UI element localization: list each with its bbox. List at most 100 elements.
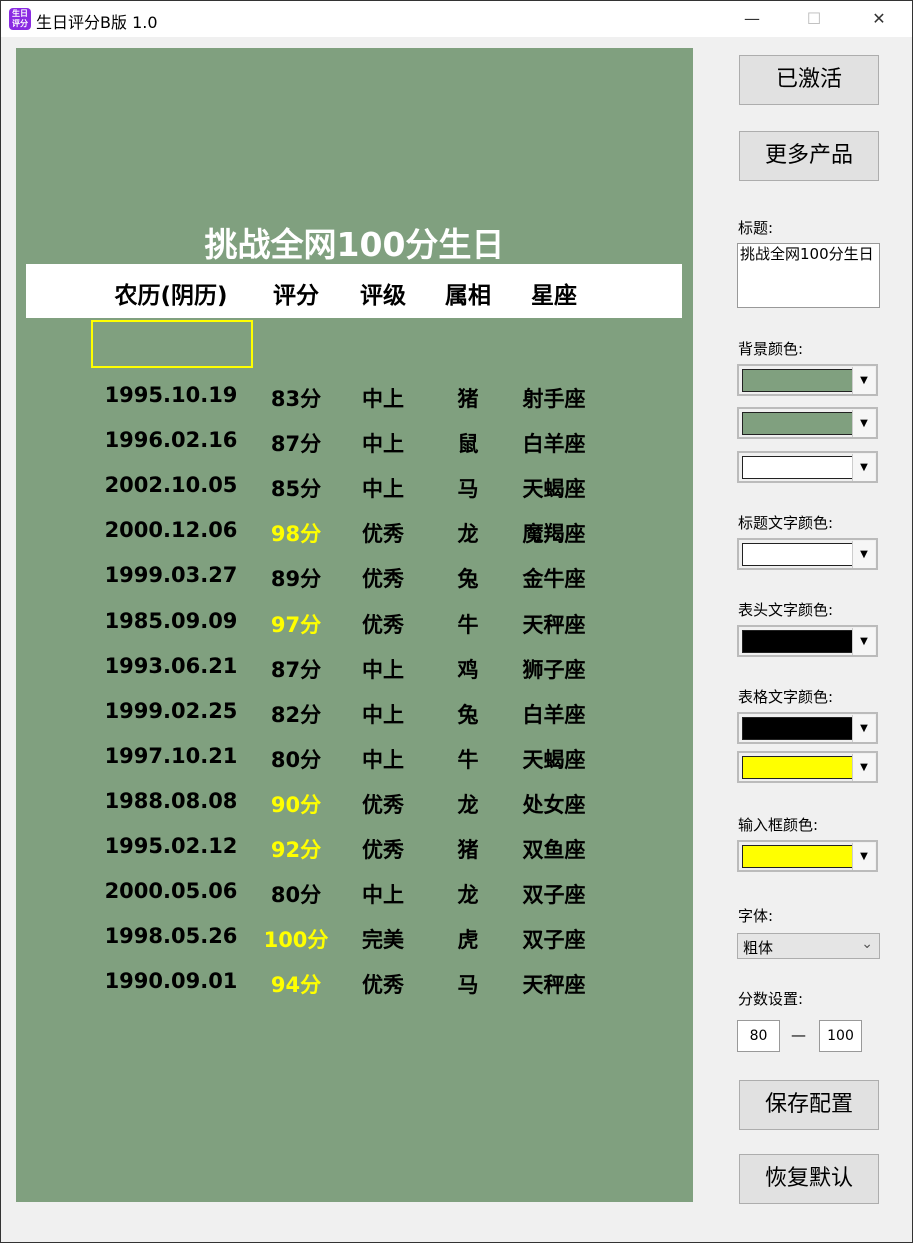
table-cell: 兔 bbox=[457, 702, 479, 727]
font-value: 粗体 bbox=[743, 939, 774, 957]
table-cell: 兔 bbox=[457, 567, 479, 592]
score-min-input[interactable]: 80 bbox=[737, 1020, 780, 1052]
activated-button[interactable]: 已激活 bbox=[739, 55, 879, 105]
dropdown-arrow-icon[interactable]: ▼ bbox=[852, 715, 875, 742]
table-cell: 优秀 bbox=[362, 612, 404, 637]
table-cell: 1990.09.01 bbox=[104, 969, 238, 994]
restore-default-button[interactable]: 恢复默认 bbox=[739, 1154, 879, 1204]
table-row: 1995.10.19 83分 中上 猪 射手座 bbox=[16, 383, 693, 423]
preview-title: 挑战全网100分生日 bbox=[204, 225, 505, 264]
table-cell: 射手座 bbox=[522, 387, 586, 411]
header-cell: 评分 bbox=[273, 283, 319, 309]
title-color-label: 标题文字颜色: bbox=[738, 514, 834, 532]
table-cell: 处女座 bbox=[522, 792, 586, 817]
table-cell: 1995.02.12 bbox=[104, 834, 238, 858]
table-cell: 2002.10.05 bbox=[104, 473, 238, 498]
table-row: 1998.05.26 100分 完美 虎 双子座 bbox=[16, 924, 693, 964]
table-cell: 优秀 bbox=[362, 522, 404, 547]
table-cell: 鼠 bbox=[457, 432, 479, 457]
table-cell: 1993.06.21 bbox=[104, 653, 238, 678]
input-color-picker[interactable]: ▼ bbox=[737, 840, 878, 872]
table-cell: 天蝎座 bbox=[522, 747, 586, 772]
color-swatch bbox=[742, 543, 853, 566]
table-cell: 优秀 bbox=[362, 792, 404, 817]
title-bar: 生日 评分 生日评分B版 1.0 — ☐ ✕ bbox=[1, 1, 912, 37]
table-cell: 猪 bbox=[457, 838, 479, 862]
table-cell: 97分 bbox=[270, 612, 322, 637]
table-cell: 龙 bbox=[457, 522, 479, 547]
table-cell: 鸡 bbox=[457, 657, 479, 682]
table-cell: 1996.02.16 bbox=[104, 428, 238, 453]
table-cell: 白羊座 bbox=[522, 432, 586, 457]
close-button[interactable]: ✕ bbox=[872, 9, 886, 28]
cell-color-picker-1[interactable]: ▼ bbox=[737, 712, 878, 744]
table-cell: 87分 bbox=[270, 657, 322, 682]
bg-color-picker-3[interactable]: ▼ bbox=[737, 451, 878, 483]
dropdown-arrow-icon[interactable]: ▼ bbox=[852, 541, 875, 568]
table-cell: 中上 bbox=[362, 702, 404, 727]
table-cell: 中上 bbox=[362, 883, 404, 908]
table-cell: 虎 bbox=[457, 928, 479, 953]
maximize-button[interactable]: ☐ bbox=[806, 9, 822, 28]
score-max-input[interactable]: 100 bbox=[819, 1020, 862, 1052]
birthday-input-box[interactable] bbox=[91, 320, 253, 368]
header-color-picker[interactable]: ▼ bbox=[737, 625, 878, 657]
dropdown-arrow-icon[interactable]: ▼ bbox=[852, 754, 875, 781]
dropdown-arrow-icon[interactable]: ▼ bbox=[852, 367, 875, 394]
save-config-button[interactable]: 保存配置 bbox=[739, 1080, 879, 1130]
header-cell: 属相 bbox=[445, 283, 491, 309]
table-cell: 1997.10.21 bbox=[104, 743, 238, 768]
table-cell: 天秤座 bbox=[522, 612, 586, 637]
window-title: 生日评分B版 1.0 bbox=[36, 13, 158, 32]
table-cell: 双子座 bbox=[522, 928, 586, 953]
color-swatch bbox=[742, 369, 853, 392]
table-row: 1993.06.21 87分 中上 鸡 狮子座 bbox=[16, 654, 693, 694]
table-cell: 100分 bbox=[263, 928, 329, 953]
table-cell: 龙 bbox=[457, 883, 479, 908]
color-swatch bbox=[742, 756, 853, 779]
table-cell: 2000.12.06 bbox=[104, 518, 238, 543]
more-products-button[interactable]: 更多产品 bbox=[739, 131, 879, 181]
table-row: 1996.02.16 87分 中上 鼠 白羊座 bbox=[16, 428, 693, 468]
score-label: 分数设置: bbox=[738, 990, 804, 1008]
color-swatch bbox=[742, 630, 853, 653]
table-row: 1995.02.12 92分 优秀 猪 双鱼座 bbox=[16, 834, 693, 874]
dropdown-arrow-icon[interactable]: ▼ bbox=[852, 628, 875, 655]
preview-panel: 挑战全网100分生日 农历(阴历) 评分 评级 属相 星座 1995.10.19 83分中… bbox=[16, 48, 693, 1202]
table-row: 1990.09.01 94分 优秀 马 天秤座 bbox=[16, 969, 693, 1009]
table-cell: 魔羯座 bbox=[522, 522, 586, 547]
header-cell: 评级 bbox=[360, 283, 406, 309]
table-cell: 天秤座 bbox=[522, 973, 586, 998]
table-cell: 马 bbox=[457, 973, 479, 998]
dropdown-arrow-icon[interactable]: ▼ bbox=[852, 454, 875, 481]
color-swatch bbox=[742, 412, 853, 435]
table-row: 1988.08.08 90分 优秀 龙 处女座 bbox=[16, 789, 693, 829]
table-cell: 双子座 bbox=[522, 883, 586, 908]
table-cell: 1985.09.09 bbox=[104, 608, 238, 633]
table-cell: 牛 bbox=[457, 747, 479, 772]
font-select[interactable]: 粗体 ⌄ bbox=[737, 933, 880, 959]
table-row: 1985.09.09 97分 优秀 牛 天秤座 bbox=[16, 609, 693, 649]
bg-color-picker-2[interactable]: ▼ bbox=[737, 407, 878, 439]
cell-color-picker-2[interactable]: ▼ bbox=[737, 751, 878, 783]
title-textarea[interactable]: 挑战全网100分生日 bbox=[737, 243, 880, 308]
table-cell: 中上 bbox=[362, 747, 404, 772]
header-color-label: 表头文字颜色: bbox=[738, 601, 834, 619]
minimize-button[interactable]: — bbox=[744, 9, 760, 28]
table-cell: 1999.03.27 bbox=[104, 563, 238, 588]
dropdown-arrow-icon[interactable]: ▼ bbox=[852, 843, 875, 870]
table-cell: 优秀 bbox=[362, 567, 404, 592]
table-cell: 中上 bbox=[362, 477, 404, 502]
title-color-picker[interactable]: ▼ bbox=[737, 538, 878, 570]
table-cell: 中上 bbox=[362, 432, 404, 457]
table-row: 2000.05.06 80分 中上 龙 双子座 bbox=[16, 879, 693, 919]
dropdown-arrow-icon[interactable]: ▼ bbox=[852, 410, 875, 437]
table-cell: 龙 bbox=[457, 792, 479, 817]
table-cell: 94分 bbox=[270, 973, 322, 998]
input-color-label: 输入框颜色: bbox=[738, 816, 819, 834]
table-cell: 98分 bbox=[270, 522, 322, 547]
table-row: 2002.10.05 85分 中上 马 天蝎座 bbox=[16, 473, 693, 513]
color-swatch bbox=[742, 456, 853, 479]
bg-color-picker-1[interactable]: ▼ bbox=[737, 364, 878, 396]
